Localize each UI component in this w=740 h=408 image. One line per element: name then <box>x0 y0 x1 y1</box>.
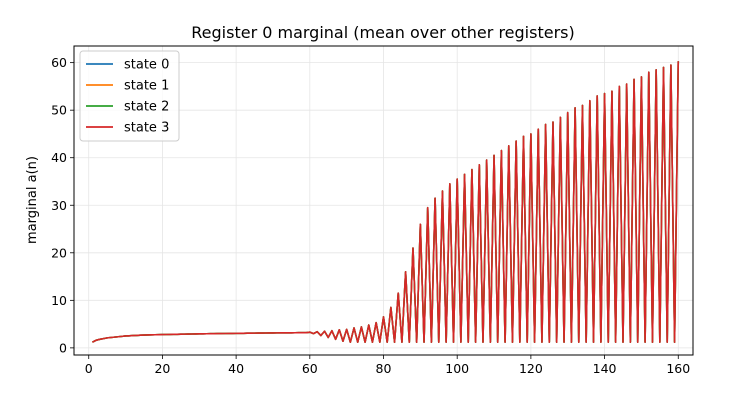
x-tick-label: 140 <box>593 361 617 376</box>
y-axis-label: marginal a(n) <box>25 156 40 244</box>
legend-label: state 3 <box>124 121 169 136</box>
legend: state 0 state 1 state 2 state 3 <box>79 50 180 142</box>
x-tick-label: 120 <box>519 361 543 376</box>
x-tick-label: 80 <box>376 361 392 376</box>
x-tick-label: 100 <box>445 361 469 376</box>
legend-label: state 0 <box>124 58 169 73</box>
ticks: 0 20 40 60 80 100 120 140 160 0 10 20 30 40 50 60 <box>51 55 690 376</box>
series-lines <box>92 61 680 343</box>
series-line-state-3 <box>92 61 680 343</box>
y-tick-label: 10 <box>51 293 67 308</box>
legend-label: state 1 <box>124 79 169 94</box>
x-tick-label: 160 <box>666 361 690 376</box>
x-tick-label: 40 <box>228 361 244 376</box>
x-tick-label: 20 <box>154 361 170 376</box>
y-tick-label: 20 <box>51 245 67 260</box>
y-tick-label: 60 <box>51 55 67 70</box>
y-tick-label: 40 <box>51 150 67 165</box>
y-tick-label: 50 <box>51 103 67 118</box>
legend-label: state 2 <box>124 100 169 115</box>
x-tick-label: 60 <box>302 361 318 376</box>
y-tick-label: 30 <box>51 198 67 213</box>
chart-title: Register 0 marginal (mean over other reg… <box>191 23 574 42</box>
y-tick-label: 0 <box>59 340 67 355</box>
legend-box <box>79 50 180 142</box>
x-tick-label: 0 <box>85 361 93 376</box>
